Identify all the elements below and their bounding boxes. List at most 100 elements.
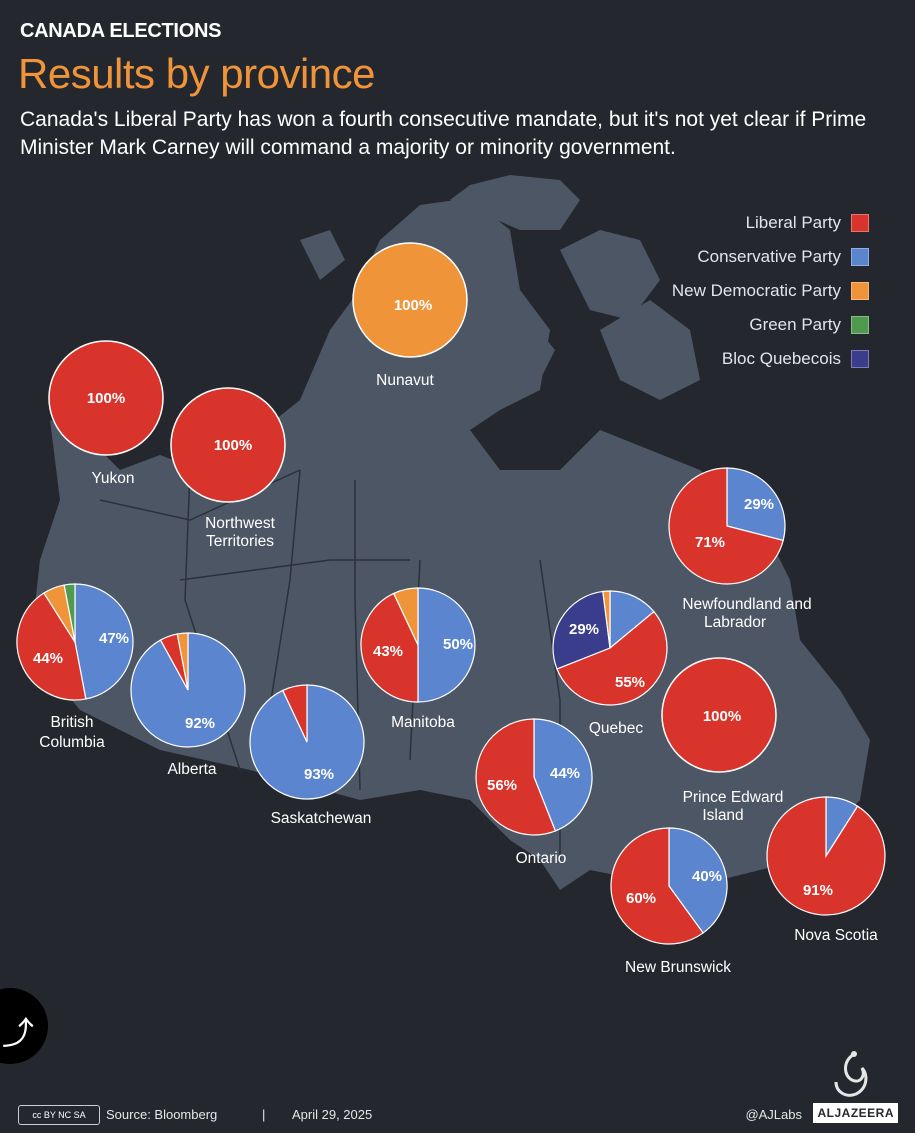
legend: Liberal Party Conservative Party New Dem… (672, 206, 869, 376)
province-label: Manitoba (391, 714, 455, 731)
canada-landmass (30, 175, 870, 890)
pie-slice (552, 590, 611, 670)
legend-item-liberal: Liberal Party (672, 206, 869, 240)
data-label: 71% (695, 534, 725, 551)
aljazeera-logo-icon (834, 1051, 868, 1097)
pie-slice (726, 467, 786, 542)
legend-item-conservative: Conservative Party (672, 240, 869, 274)
pie-slice (766, 796, 886, 916)
data-label: 29% (569, 621, 599, 638)
data-label: 55% (615, 674, 645, 691)
data-label: 56% (487, 777, 517, 794)
pie-manitoba: 43% 50% Manitoba (360, 587, 476, 731)
data-label: 91% (803, 882, 833, 899)
pie-saskatchewan: 93% Saskatchewan (249, 684, 372, 827)
province-label: Nova Scotia (794, 927, 878, 944)
pie-slice (392, 587, 419, 646)
data-label: 100% (394, 297, 432, 314)
data-label: 40% (692, 868, 722, 885)
pie-slice (360, 592, 419, 703)
province-label: British (50, 714, 93, 731)
province-label: Northwest (205, 515, 275, 532)
pie-slice (602, 590, 611, 649)
pie-ontario: 56% 44% Ontario (475, 718, 593, 867)
legend-item-ndp: New Democratic Party (672, 274, 869, 308)
data-label: 100% (87, 390, 125, 407)
cc-license-icon: cc BY NC SA (18, 1105, 100, 1125)
province-label: Labrador (704, 614, 766, 631)
pie-new-brunswick: 60% 40% New Brunswick (610, 827, 731, 976)
legend-swatch (851, 350, 869, 368)
pie-slice (556, 610, 668, 706)
share-icon: ⤴ (2, 1015, 35, 1051)
data-label: 44% (550, 765, 580, 782)
pie-slice (74, 583, 134, 700)
subtitle: Canada's Liberal Party has won a fourth … (20, 108, 867, 159)
pie-quebec: 55% 29% Quebec (552, 590, 668, 737)
legend-label: Liberal Party (745, 213, 841, 232)
province-label: New Brunswick (625, 959, 731, 976)
legend-swatch (851, 214, 869, 232)
pie-slice (610, 827, 704, 945)
date-text: April 29, 2025 (292, 1107, 373, 1122)
data-label: 50% (443, 636, 473, 653)
brand-badge: ALJAZEERA (813, 1103, 898, 1123)
legend-item-bloc: Bloc Quebecois (672, 342, 869, 376)
pie-british-columbia: 44% 47% British Columbia (16, 583, 134, 751)
data-label: 44% (33, 650, 63, 667)
pie-slice (352, 242, 468, 358)
pie-yukon: 100% Yukon (48, 340, 164, 487)
province-label: Quebec (589, 720, 644, 737)
footer: cc BY NC SA Source: Bloomberg | April 29… (18, 1103, 898, 1127)
data-label: 92% (185, 715, 215, 732)
source-text: Source: Bloomberg (106, 1107, 218, 1122)
pie-slice (16, 592, 87, 701)
province-label: Yukon (91, 470, 134, 487)
pie-slice (281, 684, 308, 743)
pie-alberta: 92% Alberta (130, 632, 246, 778)
province-label: Newfoundland and (682, 596, 811, 613)
province-label: Territories (206, 533, 274, 550)
legend-label: Green Party (749, 315, 841, 334)
legend-label: Conservative Party (697, 247, 841, 266)
legend-swatch (851, 248, 869, 266)
province-label: Island (702, 807, 743, 824)
province-label: Alberta (167, 761, 216, 778)
pie-slice (475, 718, 557, 836)
pie-slice (533, 718, 593, 832)
pie-slice (48, 340, 164, 456)
legend-label: Bloc Quebecois (721, 349, 841, 368)
pie-slice (176, 632, 189, 691)
pie-slice (668, 467, 784, 585)
pie-slice (661, 657, 777, 773)
legend-swatch (851, 282, 869, 300)
legend-label: New Democratic Party (671, 281, 841, 300)
pie-slice (417, 587, 476, 703)
pie-nunavut: 100% Nunavut (352, 242, 468, 389)
data-label: 100% (214, 437, 252, 454)
province-label: Ontario (516, 850, 567, 867)
legend-swatch (851, 316, 869, 334)
page-title: Results by province (18, 50, 376, 97)
province-label: Nunavut (376, 372, 434, 389)
data-label: 43% (373, 643, 403, 660)
province-label: Saskatchewan (271, 810, 372, 827)
province-label: Columbia (39, 734, 105, 751)
kicker: CANADA ELECTIONS (20, 20, 222, 42)
pie-slice (170, 387, 286, 503)
legend-item-green: Green Party (672, 308, 869, 342)
province-label: Prince Edward (683, 789, 784, 806)
data-label: 47% (99, 630, 129, 647)
data-label: 29% (744, 496, 774, 513)
data-label: 93% (304, 766, 334, 783)
data-label: 60% (626, 890, 656, 907)
pie-nova-scotia: 91% Nova Scotia (766, 796, 886, 944)
footer-separator: | (262, 1107, 266, 1122)
pie-slice (63, 583, 76, 643)
handle-text: @AJLabs (745, 1107, 802, 1122)
